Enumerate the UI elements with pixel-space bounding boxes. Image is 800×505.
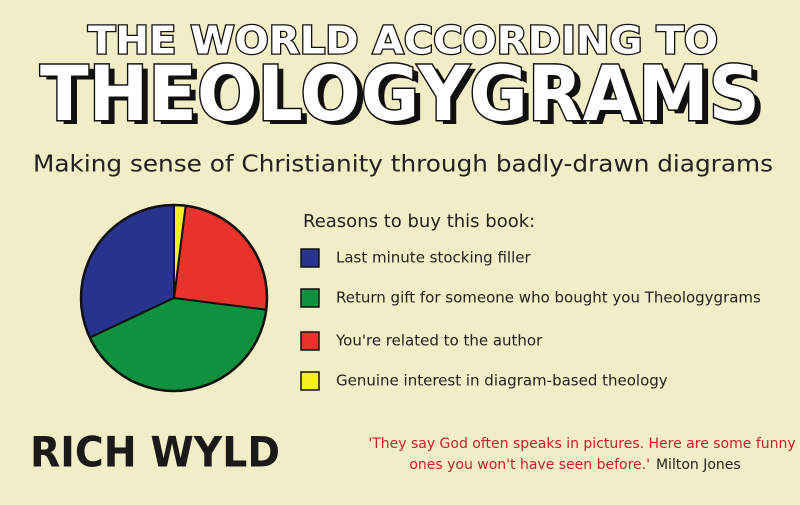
quote-line: ones you won't have seen before.' Milton …	[409, 457, 740, 473]
legend-label: Genuine interest in diagram-based theolo…	[336, 372, 668, 390]
legend-title: Reasons to buy this book:	[303, 211, 535, 232]
legend-swatch	[300, 288, 320, 308]
legend-label: Return gift for someone who bought you T…	[336, 289, 761, 307]
legend-swatch	[300, 331, 320, 351]
legend-label: You're related to the author	[335, 332, 543, 350]
author: RICH WYLD	[30, 428, 280, 477]
pie-outline	[79, 203, 269, 393]
legend-swatch	[300, 248, 320, 268]
subtitle: Making sense of Christianity through bad…	[33, 152, 773, 178]
quote-text: ones you won't have seen before.'	[409, 457, 650, 473]
legend-swatch	[300, 371, 320, 391]
quote-line: 'They say God often speaks in pictures. …	[368, 436, 795, 452]
quote-author: Milton Jones	[656, 457, 741, 473]
kicker: THE WORLD ACCORDING TO	[88, 19, 718, 63]
title-shadow: THEOLOGYGRAMS	[46, 53, 766, 142]
title: THEOLOGYGRAMS	[40, 49, 760, 138]
legend-label: Last minute stocking filler	[336, 249, 531, 267]
